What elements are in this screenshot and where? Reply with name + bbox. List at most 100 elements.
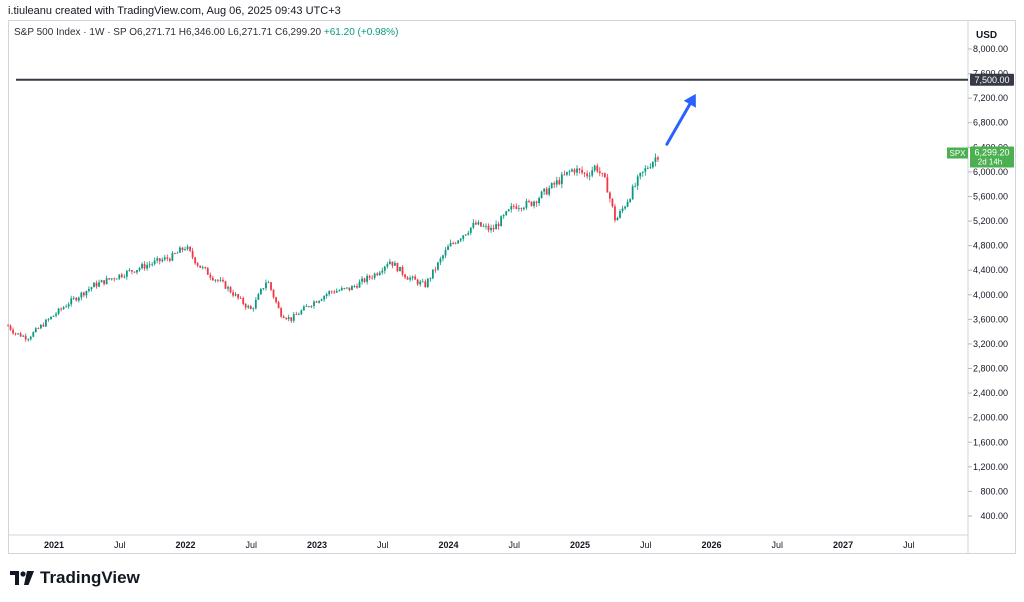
x-tick-label: 2021 xyxy=(44,540,64,550)
candle-body xyxy=(242,298,245,305)
candle-body xyxy=(318,300,320,303)
candle-body xyxy=(308,306,310,307)
candle-body xyxy=(472,222,475,228)
candle-body xyxy=(626,201,629,207)
candle-body xyxy=(530,201,533,206)
candle-body xyxy=(239,297,242,299)
candle-body xyxy=(614,206,616,221)
candle-body xyxy=(67,304,70,307)
candle-body xyxy=(368,275,371,278)
candle-body xyxy=(583,172,586,174)
y-tick-label: 7,200.00 xyxy=(973,93,1008,103)
x-tick-label: 2027 xyxy=(833,540,853,550)
candle-body xyxy=(50,316,52,320)
candle-body xyxy=(34,328,37,333)
candle-body xyxy=(596,165,599,172)
candle-body xyxy=(194,257,197,264)
candle-body xyxy=(340,288,343,291)
candle-body xyxy=(429,278,432,280)
legend-open: O6,271.71 xyxy=(129,27,176,38)
y-tick-label: 8,000.00 xyxy=(973,44,1008,54)
candle-body xyxy=(55,313,57,316)
y-tick-label: 2,000.00 xyxy=(973,413,1008,423)
candle-body xyxy=(363,278,366,282)
x-tick-label: 2025 xyxy=(570,540,590,550)
candle-body xyxy=(409,277,412,280)
candle-body xyxy=(507,209,510,212)
candle-body xyxy=(419,281,422,285)
currency-label[interactable]: USD xyxy=(976,30,998,41)
candle-body xyxy=(90,287,93,290)
trend-arrow-head[interactable] xyxy=(683,93,696,108)
candle-body xyxy=(277,302,280,309)
candle-body xyxy=(179,247,181,253)
candle-body xyxy=(47,319,50,320)
candle-body xyxy=(459,238,462,241)
candle-body xyxy=(93,282,95,288)
candle-body xyxy=(65,306,68,308)
legend-symbol: S&P 500 Index · 1W · SP xyxy=(14,27,127,38)
candle-body xyxy=(217,279,219,281)
candle-body xyxy=(388,261,391,265)
candle-body xyxy=(88,289,90,291)
candle-body xyxy=(27,339,30,341)
candle-body xyxy=(358,281,361,288)
candle-body xyxy=(82,292,85,296)
candle-body xyxy=(234,294,237,296)
candle-body xyxy=(424,281,427,287)
candle-body xyxy=(510,206,513,210)
candle-body xyxy=(209,274,212,278)
candle-body xyxy=(297,314,300,315)
candle-body xyxy=(366,275,369,282)
tradingview-logo[interactable]: TradingView xyxy=(10,568,140,588)
candle-body xyxy=(174,253,176,255)
candle-body xyxy=(229,287,232,293)
candle-body xyxy=(52,315,55,317)
candle-body xyxy=(555,180,558,185)
candle-body xyxy=(285,318,288,320)
x-tick-label: 2024 xyxy=(439,540,459,550)
candle-body xyxy=(553,183,556,185)
ohlc-legend: S&P 500 Index · 1W · SP O6,271.71 H6,346… xyxy=(14,27,398,38)
x-tick-label: Jul xyxy=(114,540,126,550)
candle-body xyxy=(287,317,290,320)
y-tick-label: 3,200.00 xyxy=(973,339,1008,349)
candle-body xyxy=(578,168,581,170)
candle-body xyxy=(348,287,351,291)
candle-body xyxy=(9,325,12,330)
candle-body xyxy=(305,306,308,307)
candle-body xyxy=(573,169,576,173)
candle-body xyxy=(214,279,217,281)
candle-body xyxy=(201,267,204,268)
candle-body xyxy=(161,259,164,262)
legend-high: H6,346.00 xyxy=(178,27,225,38)
x-tick-label: Jul xyxy=(772,540,784,550)
candle-body xyxy=(300,310,303,315)
chart-frame[interactable] xyxy=(8,20,1016,554)
candle-body xyxy=(515,206,518,209)
candle-body xyxy=(325,294,328,297)
candle-body xyxy=(381,270,384,273)
trend-arrow-shaft[interactable] xyxy=(665,102,692,146)
candle-body xyxy=(414,276,417,280)
candle-body xyxy=(591,170,594,176)
candle-body xyxy=(29,336,32,340)
candle-body xyxy=(616,217,619,221)
candle-body xyxy=(421,281,424,283)
candle-body xyxy=(356,286,358,288)
x-tick-label: Jul xyxy=(640,540,652,550)
y-tick-label: 4,000.00 xyxy=(973,290,1008,300)
y-tick-label: 400.00 xyxy=(980,511,1008,521)
x-tick-label: Jul xyxy=(377,540,389,550)
candle-body xyxy=(42,324,45,327)
tradingview-logo-icon xyxy=(10,571,34,585)
candle-body xyxy=(442,255,444,259)
candle-body xyxy=(601,172,604,174)
candle-body xyxy=(608,192,611,199)
candle-body xyxy=(143,264,146,269)
candle-body xyxy=(270,282,272,290)
candle-body xyxy=(568,171,571,173)
legend-change: +61.20 (+0.98%) xyxy=(323,27,399,38)
level-price-label: 7,500.00 xyxy=(974,75,1009,85)
